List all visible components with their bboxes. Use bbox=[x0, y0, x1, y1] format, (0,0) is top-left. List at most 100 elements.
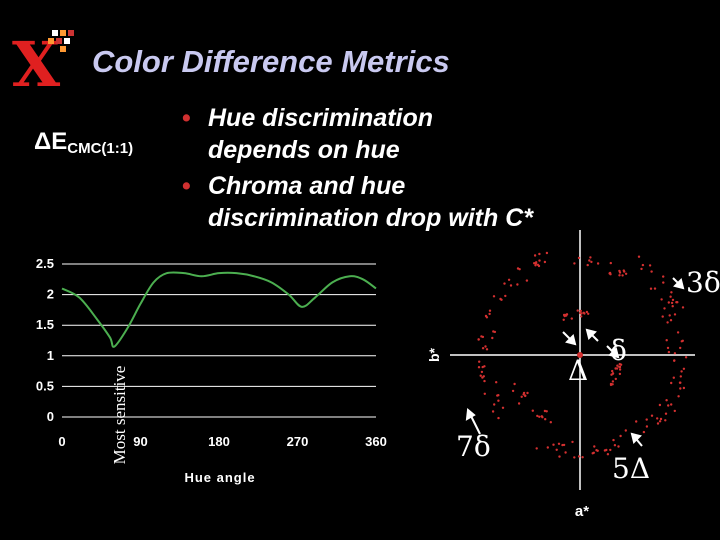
logo-pixels bbox=[48, 30, 74, 52]
ellipse-dot bbox=[667, 301, 670, 304]
ellipse-dot bbox=[672, 376, 675, 379]
ellipse-dot bbox=[665, 339, 668, 342]
ellipse-dot bbox=[503, 282, 506, 285]
ellipse-dot bbox=[670, 291, 673, 294]
ellipse-dot bbox=[681, 306, 685, 309]
ellipse-dot bbox=[682, 386, 686, 390]
ellipse-dot bbox=[581, 456, 584, 459]
ellipse-dot bbox=[481, 347, 485, 350]
ellipse-dot bbox=[649, 287, 653, 290]
ellipse-dot bbox=[671, 298, 675, 302]
ellipse-dot bbox=[480, 335, 483, 338]
ellipse-dot bbox=[658, 420, 662, 423]
ellipse-dot bbox=[499, 297, 502, 301]
ellipse-dot bbox=[579, 311, 582, 315]
ellipse-dot bbox=[493, 330, 497, 334]
ellipse-dot bbox=[485, 348, 489, 351]
ellipse-dot bbox=[538, 415, 541, 418]
bullet-dot: • bbox=[182, 104, 191, 132]
ellipse-dot bbox=[619, 434, 622, 438]
x-tick-label: 0 bbox=[58, 434, 65, 449]
ellipse-dot bbox=[590, 260, 593, 264]
ellipse-dot bbox=[520, 395, 523, 398]
ellipse-dot bbox=[616, 364, 619, 367]
ellipse-dot bbox=[595, 449, 598, 452]
ellipse-dot bbox=[549, 421, 552, 424]
ellipse-dot bbox=[596, 262, 600, 265]
x-axis-label: Hue angle bbox=[184, 470, 255, 485]
slide-title: Color Difference Metrics bbox=[92, 44, 450, 79]
annotation-3delta: 3δ bbox=[686, 266, 720, 299]
bullet-item-1: • Hue discrimination depends on hue bbox=[182, 102, 433, 166]
ellipse-dot bbox=[635, 420, 638, 423]
ellipse-dot bbox=[538, 252, 541, 256]
ellipse-dot bbox=[670, 301, 674, 305]
ellipse-dot bbox=[650, 270, 653, 273]
ellipse-dot bbox=[592, 451, 595, 454]
ellipse-dot bbox=[524, 394, 527, 398]
ellipse-dot bbox=[609, 448, 612, 452]
ellipse-dot bbox=[571, 440, 574, 444]
y-axis-label: Most sensitive bbox=[110, 366, 129, 465]
ellipse-dot bbox=[483, 379, 486, 383]
ellipse-dot bbox=[663, 307, 666, 310]
ellipse-dot bbox=[586, 263, 589, 267]
ellipse-dot bbox=[673, 313, 677, 316]
ellipse-dot bbox=[679, 346, 682, 350]
hue-chart: 0 0.5 1 1.5 2 2.5 0 90 180 270 360 Hue angle Most… bbox=[36, 256, 387, 485]
ellipse-dot bbox=[661, 315, 664, 318]
ellipse-dot bbox=[593, 445, 596, 448]
ellipse-dot bbox=[681, 339, 684, 342]
ellipse-dot bbox=[667, 404, 670, 407]
bullet-1-line2: depends on hue bbox=[208, 136, 400, 164]
ellipse-dot bbox=[481, 376, 484, 379]
ellipse-dots bbox=[477, 251, 688, 459]
ellipse-dot bbox=[609, 273, 612, 276]
ellipse-dot bbox=[589, 256, 592, 259]
ellipse-dot bbox=[614, 367, 617, 370]
ellipse-dot bbox=[611, 369, 614, 373]
center-dot bbox=[577, 352, 583, 358]
ellipse-dot bbox=[496, 394, 499, 397]
ellipse-dot bbox=[664, 419, 667, 422]
series-line bbox=[61, 271, 377, 348]
ellipse-dot bbox=[491, 336, 494, 340]
ellipse-dot bbox=[642, 430, 646, 434]
ellipse-dot bbox=[501, 406, 505, 409]
ellipse-dot bbox=[557, 442, 561, 445]
ellipse-dot bbox=[659, 417, 663, 421]
y-tick-label: 1 bbox=[47, 348, 54, 363]
ellipse-dot bbox=[637, 255, 641, 258]
x-tick-label: 180 bbox=[208, 434, 230, 449]
ellipse-dot bbox=[677, 395, 680, 398]
ellipse-dot bbox=[483, 392, 486, 395]
chart-gridlines bbox=[62, 263, 376, 418]
ellipse-dot bbox=[613, 444, 617, 447]
ellipse-dot bbox=[609, 261, 612, 265]
ellipse-dot bbox=[534, 264, 537, 267]
ellipse-dot bbox=[522, 393, 525, 396]
ellipse-dot bbox=[670, 381, 673, 385]
ellipse-dot bbox=[546, 446, 549, 449]
ellipse-dot bbox=[564, 451, 567, 454]
ellipse-dot bbox=[653, 287, 657, 290]
bullet-dot: • bbox=[182, 172, 191, 200]
ellipse-dot bbox=[618, 368, 622, 371]
ellipse-dot bbox=[573, 456, 576, 459]
ellipse-dot bbox=[656, 417, 659, 420]
chart-x-ticks: 0 90 180 270 360 bbox=[58, 434, 386, 449]
ellipse-dot bbox=[640, 267, 643, 271]
ellipse-dot bbox=[648, 264, 652, 267]
ellipse-dot bbox=[618, 362, 621, 366]
ellipse-dot bbox=[611, 383, 614, 386]
ellipse-dot bbox=[664, 412, 668, 415]
ellipse-dot bbox=[612, 438, 615, 442]
ellipse-dot bbox=[673, 359, 676, 362]
metric-subscript: CMC(1:1) bbox=[67, 140, 134, 157]
ellipse-dot bbox=[577, 455, 581, 458]
ellipse-dot bbox=[622, 269, 625, 272]
metric-label: ΔECMC(1:1) bbox=[34, 128, 134, 157]
ab-plane-panel: b* a* 3δ δ Δ 7δ 5Δ bbox=[426, 230, 720, 520]
ellipse-dot bbox=[511, 389, 515, 393]
annotation-7delta: 7δ bbox=[456, 430, 491, 463]
